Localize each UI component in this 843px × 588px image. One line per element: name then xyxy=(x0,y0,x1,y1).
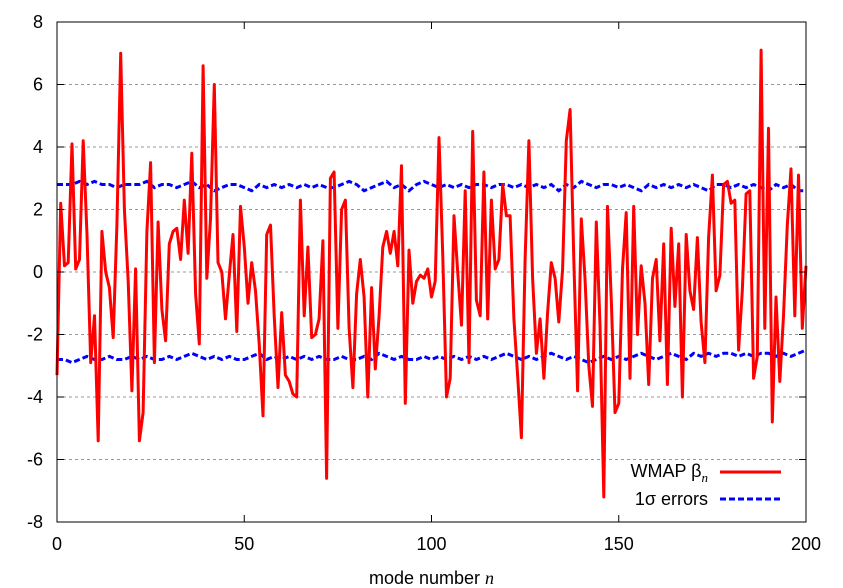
x-axis-title-var: n xyxy=(485,568,494,588)
x-tick-label: 50 xyxy=(234,534,254,554)
x-tick-label: 0 xyxy=(52,534,62,554)
legend-label-errors: 1σ errors xyxy=(635,489,708,509)
y-tick-label: 6 xyxy=(33,75,43,95)
y-tick-label: 8 xyxy=(33,12,43,32)
axis-ticks: -8 -6 -4 -2 0 2 4 6 8 0 50 100 150 200 xyxy=(27,12,821,554)
y-tick-label: 4 xyxy=(33,137,43,157)
x-tick-label: 150 xyxy=(604,534,634,554)
y-tick-label: -2 xyxy=(27,325,43,345)
y-tick-label: 0 xyxy=(33,262,43,282)
x-tick-label: 100 xyxy=(416,534,446,554)
series-errors-lower xyxy=(57,348,807,365)
series-errors-upper xyxy=(57,179,806,193)
series-layer xyxy=(55,48,808,499)
x-tick-label: 200 xyxy=(791,534,821,554)
y-tick-label: -6 xyxy=(27,450,43,470)
legend-label-wmap-main: WMAP β xyxy=(630,461,701,481)
legend-label-wmap: WMAP βn xyxy=(630,461,708,485)
x-axis-title: mode number n xyxy=(369,568,494,588)
series-wmap-beta xyxy=(55,48,808,499)
y-tick-label: -4 xyxy=(27,387,43,407)
y-tick-label: -8 xyxy=(27,512,43,532)
y-tick-label: 2 xyxy=(33,200,43,220)
legend-label-wmap-sub: n xyxy=(702,470,709,485)
legend: WMAP βn 1σ errors xyxy=(630,461,781,509)
x-axis-title-text: mode number xyxy=(369,568,485,588)
